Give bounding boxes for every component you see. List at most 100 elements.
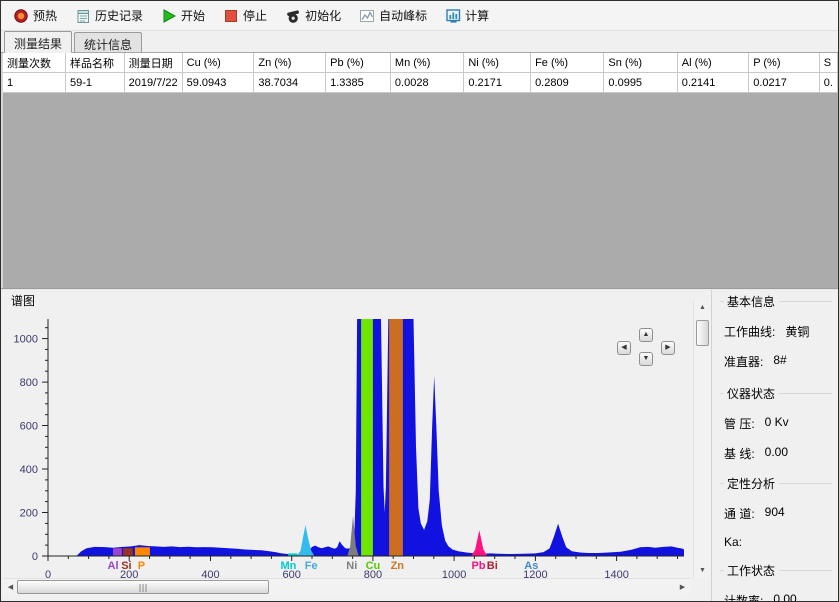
table-cell[interactable]: 59-1 [65, 72, 125, 93]
column-header[interactable]: Mn (%) [390, 53, 465, 73]
info-row: 基 线: 0.00 [724, 445, 832, 462]
chart-nav-cluster: ▲ ▼ ◀ ▶ [615, 328, 679, 366]
table-cell[interactable]: 1.3385 [325, 72, 391, 93]
toolbar-button-label: 历史记录 [95, 9, 144, 23]
svg-text:600: 600 [283, 569, 301, 580]
svg-text:0: 0 [32, 551, 38, 563]
toolbar-button-label: 开始 [181, 9, 206, 23]
table-cell[interactable]: 59.0943 [182, 72, 255, 93]
svg-text:800: 800 [364, 569, 382, 580]
info-row: 计数率: 0.00 [724, 592, 832, 602]
element-peak-Ni [347, 515, 359, 556]
info-label: 工作曲线: [724, 325, 776, 339]
play-icon [163, 8, 177, 23]
results-table-area: 测量次数 样品名称 测量日期 Cu (%) Zn (%) Pb (%) Mn (%) Ni (… [1, 53, 838, 288]
horizontal-splitter[interactable] [1, 288, 838, 290]
toolbar-button-stop[interactable]: 停止 [216, 3, 274, 28]
column-header[interactable]: 测量次数 [3, 53, 66, 73]
toolbar-button-label: 停止 [243, 9, 268, 23]
info-label: 计数率: [724, 594, 764, 602]
column-header[interactable]: P (%) [748, 53, 820, 73]
table-cell[interactable]: 0.2809 [530, 72, 605, 93]
spectrum-chart[interactable]: 0 200 400 600 800 1000 0 200 400 600 800 1000 1200 14… [1, 304, 693, 580]
info-panel: 基本信息 工作曲线: 黄铜 准直器: 8# 仪器状态管 压: 0 Kv 基 线: 0.00 定性分… [711, 290, 838, 601]
info-group-title: 基本信息 [720, 293, 832, 310]
table-row[interactable]: 1 59-1 2019/7/22 59.0943 38.7034 1.3385 0.0028… [3, 72, 838, 93]
table-cell[interactable]: 0.0028 [390, 72, 465, 93]
scroll-left-icon[interactable]: ◀ [7, 584, 14, 591]
toolbar-button-auto-peak[interactable]: 自动峰标 [352, 3, 434, 28]
column-header[interactable]: Fe (%) [530, 53, 605, 73]
chart-pan-right-button[interactable]: ▶ [661, 341, 675, 355]
table-cell[interactable]: 0.2171 [463, 72, 532, 93]
vertical-scroll-thumb[interactable] [696, 320, 709, 346]
element-label-Bi: Bi [487, 560, 498, 572]
column-header[interactable]: Al (%) [677, 53, 750, 73]
info-row: Ka: [724, 535, 832, 549]
toolbar-button-calc[interactable]: 计算 [438, 3, 496, 28]
tab-strip: 测量结果 统计信息 [1, 31, 838, 53]
element-label-P: P [138, 560, 145, 572]
element-marker-P [134, 547, 150, 556]
chart-pan-down-button[interactable]: ▼ [639, 352, 653, 366]
chart-horizontal-scrollbar[interactable]: ◀ ▶ [3, 578, 691, 595]
column-header[interactable]: 测量日期 [124, 53, 183, 73]
table-cell[interactable]: 1 [3, 72, 66, 93]
element-label-Fe: Fe [305, 560, 318, 572]
phone-icon [287, 9, 300, 23]
element-peak-Pb [471, 530, 488, 556]
toolbar-button-init[interactable]: 初始化 [278, 3, 348, 28]
svg-text:0: 0 [45, 569, 51, 580]
toolbar-button-history[interactable]: 历史记录 [68, 3, 150, 28]
info-label: 通 道: [724, 507, 755, 521]
toolbar: 预热 历史记录 开始 停止 初始化 自动峰标 计算 [1, 1, 838, 31]
toolbar-button-preheat[interactable]: 预热 [6, 3, 64, 28]
scroll-up-icon[interactable]: ▲ [699, 304, 706, 311]
table-cell[interactable]: 0.2141 [677, 72, 750, 93]
chart-pan-left-button[interactable]: ◀ [617, 341, 631, 355]
chart-vertical-scrollbar[interactable]: ▲ ▼ [693, 300, 710, 578]
toolbar-button-label: 预热 [33, 9, 58, 23]
scroll-right-icon[interactable]: ▶ [679, 584, 686, 591]
column-header[interactable]: Sn (%) [603, 53, 678, 73]
chart-pan-up-button[interactable]: ▲ [639, 328, 653, 342]
table-cell[interactable]: 2019/7/22 [124, 72, 183, 93]
thumb-grip [139, 584, 147, 592]
column-header[interactable]: Zn (%) [253, 53, 327, 73]
column-header[interactable]: Pb (%) [325, 53, 391, 73]
toolbar-button-start[interactable]: 开始 [154, 3, 212, 28]
info-group-title: 定性分析 [720, 475, 832, 492]
element-marker-Si [123, 548, 133, 556]
element-marker-Al [113, 548, 122, 556]
column-header[interactable]: Ni (%) [463, 53, 532, 73]
column-header[interactable]: 样品名称 [65, 53, 125, 73]
svg-text:1000: 1000 [442, 569, 466, 580]
element-marker-Cu [361, 319, 373, 556]
element-label-Al: Al [108, 560, 119, 572]
svg-text:1000: 1000 [14, 334, 38, 346]
element-label-As: As [524, 560, 538, 572]
table-cell[interactable]: 38.7034 [253, 72, 327, 93]
element-label-Si: Si [121, 560, 131, 572]
info-label: Ka: [724, 535, 743, 549]
info-group-1: 基本信息 工作曲线: 黄铜 准直器: 8# [720, 293, 832, 383]
element-label-Pb: Pb [471, 560, 485, 572]
element-label-Cu: Cu [366, 560, 381, 572]
tab-results[interactable]: 测量结果 [4, 31, 73, 53]
info-value: 904 [764, 505, 785, 519]
tab-stats[interactable]: 统计信息 [74, 32, 143, 52]
table-cell[interactable]: 0. [819, 72, 838, 93]
info-value: 0.00 [773, 592, 797, 602]
info-value: 0 Kv [764, 415, 789, 429]
toolbar-button-label: 计算 [465, 9, 490, 23]
table-cell[interactable]: 0.0995 [603, 72, 678, 93]
results-table[interactable]: 测量次数 样品名称 测量日期 Cu (%) Zn (%) Pb (%) Mn (%) Ni (… [3, 53, 838, 93]
table-cell[interactable]: 0.0217 [748, 72, 820, 93]
column-header[interactable]: Cu (%) [182, 53, 255, 73]
horizontal-scroll-thumb[interactable] [17, 580, 269, 594]
svg-text:1400: 1400 [604, 569, 628, 580]
calc-icon [446, 8, 461, 23]
column-header[interactable]: S [819, 53, 838, 73]
scroll-down-icon[interactable]: ▼ [699, 567, 706, 574]
info-value: 8# [773, 353, 787, 367]
